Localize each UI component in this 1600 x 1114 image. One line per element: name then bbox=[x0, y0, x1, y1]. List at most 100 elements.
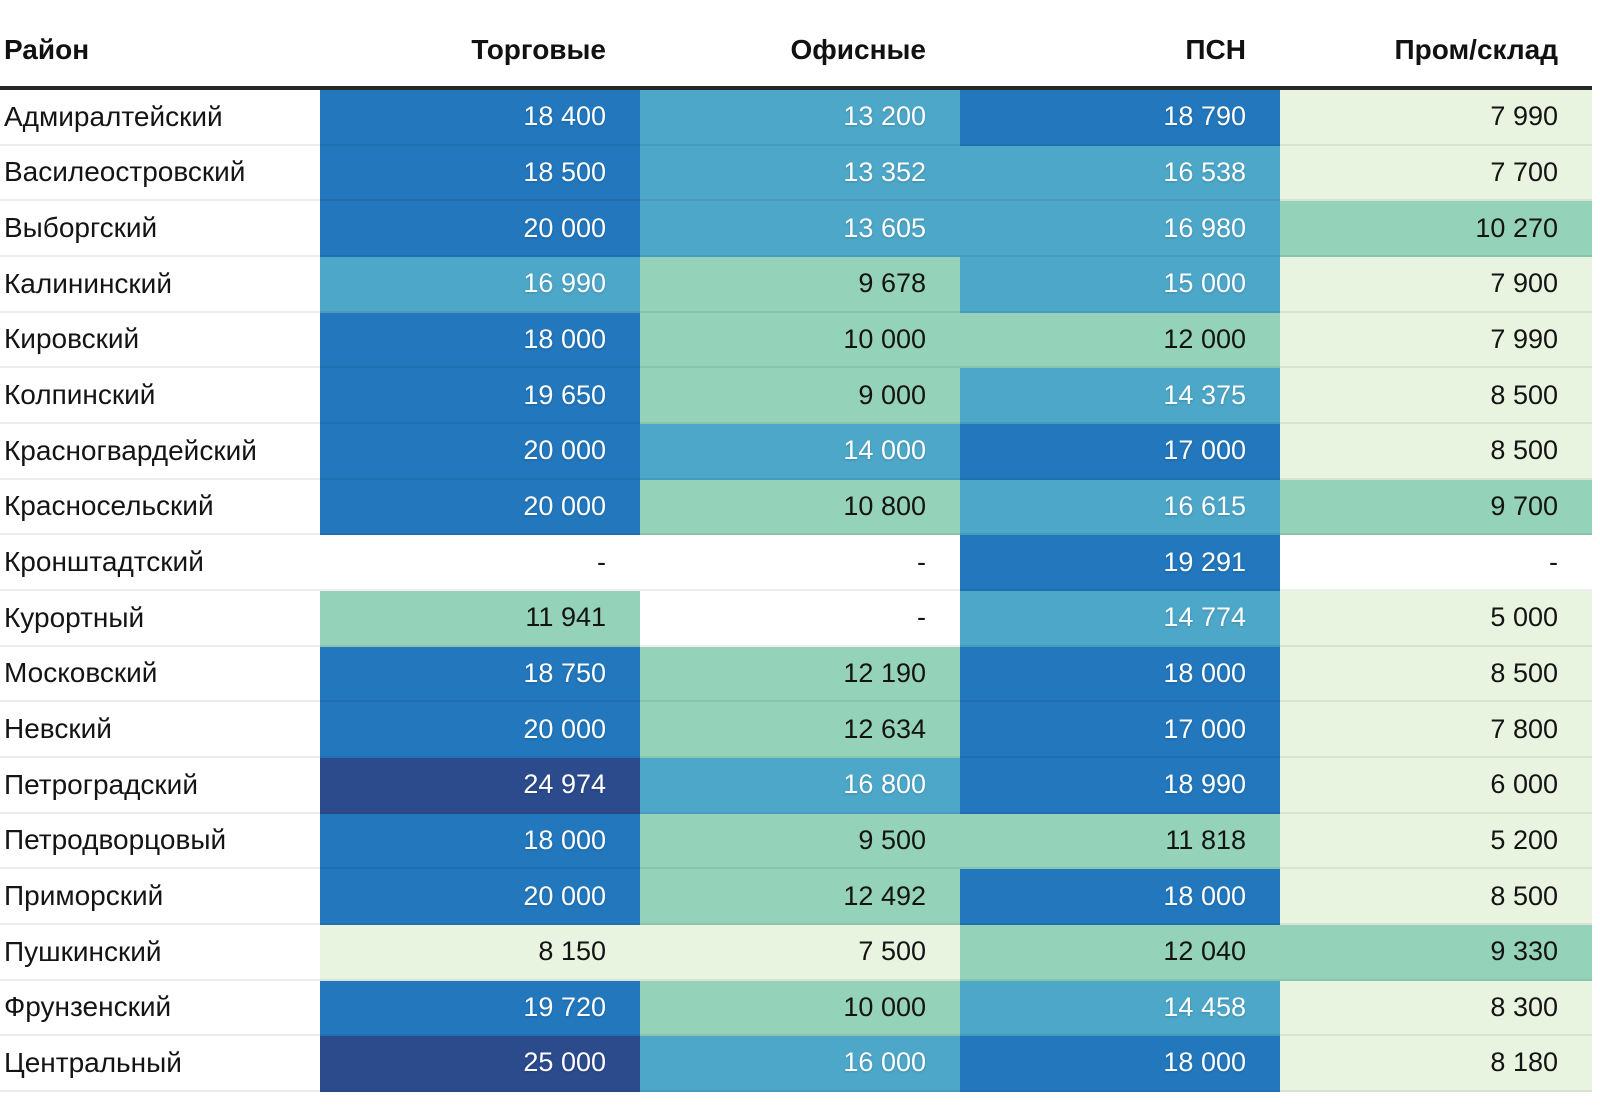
value-cell: 20 000 bbox=[320, 423, 640, 480]
value-cell: 10 800 bbox=[640, 479, 960, 536]
table-row: Пушкинский 8 150 7 500 12 040 9 330 bbox=[0, 924, 1592, 981]
value-cell: 8 500 bbox=[1280, 646, 1592, 703]
table-row: Выборгский 20 000 13 605 16 980 10 270 bbox=[0, 201, 1592, 257]
district-cell: Фрунзенский bbox=[0, 980, 320, 1037]
district-cell: Красносельский bbox=[0, 479, 320, 536]
district-cell: Приморский bbox=[0, 869, 320, 925]
value-cell: 9 700 bbox=[1280, 479, 1592, 536]
value-cell: 8 180 bbox=[1280, 1036, 1592, 1092]
column-header-4: Пром/склад bbox=[1394, 34, 1558, 65]
table-row: Кировский 18 000 10 000 12 000 7 990 bbox=[0, 312, 1592, 369]
value-cell: 7 700 bbox=[1280, 145, 1592, 202]
value-cell: 18 000 bbox=[320, 312, 640, 369]
heatmap-table: Район Торговые Офисные ПСН Пром/склад Адмир… bbox=[0, 0, 1592, 1092]
value-cell: 16 000 bbox=[640, 1036, 960, 1092]
table-row: Петроградский 24 974 16 800 18 990 6 000 bbox=[0, 757, 1592, 814]
value-cell: 16 538 bbox=[960, 145, 1280, 202]
value-cell: 14 375 bbox=[960, 368, 1280, 424]
value-cell: 8 500 bbox=[1280, 423, 1592, 480]
value-cell: 12 190 bbox=[640, 646, 960, 703]
value-cell: 7 800 bbox=[1280, 702, 1592, 758]
value-cell: 11 941 bbox=[320, 590, 640, 647]
value-cell: 18 990 bbox=[960, 757, 1280, 814]
value-cell: 16 615 bbox=[960, 479, 1280, 536]
value-cell: 9 500 bbox=[640, 813, 960, 870]
value-cell: 25 000 bbox=[320, 1036, 640, 1092]
value-cell: 20 000 bbox=[320, 201, 640, 257]
value-cell: 16 980 bbox=[960, 201, 1280, 257]
value-cell: 19 650 bbox=[320, 368, 640, 424]
value-cell: 18 000 bbox=[960, 869, 1280, 925]
value-cell: 8 500 bbox=[1280, 368, 1592, 424]
table-row: Невский 20 000 12 634 17 000 7 800 bbox=[0, 702, 1592, 758]
value-cell: 18 000 bbox=[960, 1036, 1280, 1092]
value-cell: 12 634 bbox=[640, 702, 960, 758]
value-cell: 14 458 bbox=[960, 980, 1280, 1037]
value-cell: 6 000 bbox=[1280, 757, 1592, 814]
value-cell: 14 774 bbox=[960, 590, 1280, 647]
value-cell: 20 000 bbox=[320, 702, 640, 758]
value-cell: 17 000 bbox=[960, 423, 1280, 480]
district-cell: Курортный bbox=[0, 590, 320, 647]
district-cell: Кировский bbox=[0, 312, 320, 369]
value-cell: 9 000 bbox=[640, 368, 960, 424]
value-cell: 11 818 bbox=[960, 813, 1280, 870]
value-cell: 17 000 bbox=[960, 702, 1280, 758]
column-header-1: Торговые bbox=[471, 34, 606, 65]
value-cell: 10 000 bbox=[640, 312, 960, 369]
value-cell: 18 500 bbox=[320, 145, 640, 202]
district-cell: Василеостровский bbox=[0, 145, 320, 202]
table-row: Колпинский 19 650 9 000 14 375 8 500 bbox=[0, 368, 1592, 424]
value-cell: 12 040 bbox=[960, 924, 1280, 981]
table-row: Московский 18 750 12 190 18 000 8 500 bbox=[0, 646, 1592, 703]
value-cell: 18 750 bbox=[320, 646, 640, 703]
table-header-row: Район Торговые Офисные ПСН Пром/склад bbox=[0, 0, 1592, 90]
value-cell: 24 974 bbox=[320, 757, 640, 814]
value-cell: 5 200 bbox=[1280, 813, 1592, 870]
table-row: Кронштадтский - -19 291- bbox=[0, 535, 1592, 591]
district-cell: Пушкинский bbox=[0, 924, 320, 981]
value-cell: 13 352 bbox=[640, 145, 960, 202]
table-row: Василеостровский 18 500 13 352 16 538 7 700 bbox=[0, 145, 1592, 202]
value-cell: 16 800 bbox=[640, 757, 960, 814]
value-cell: 18 000 bbox=[320, 813, 640, 870]
value-cell: 8 500 bbox=[1280, 869, 1592, 925]
table-row: Адмиралтейский 18 400 13 200 18 790 7 990 bbox=[0, 90, 1592, 146]
value-cell: 20 000 bbox=[320, 869, 640, 925]
value-cell: 7 900 bbox=[1280, 256, 1592, 313]
value-cell: - bbox=[1280, 535, 1592, 591]
value-cell: 13 200 bbox=[640, 90, 960, 146]
value-cell: 9 330 bbox=[1280, 924, 1592, 981]
district-cell: Выборгский bbox=[0, 201, 320, 257]
district-cell: Центральный bbox=[0, 1036, 320, 1092]
table-row: Петродворцовый 18 000 9 500 11 818 5 200 bbox=[0, 813, 1592, 870]
value-cell: - bbox=[640, 590, 960, 647]
value-cell: 10 270 bbox=[1280, 201, 1592, 257]
district-cell: Петродворцовый bbox=[0, 813, 320, 870]
value-cell: 5 000 bbox=[1280, 590, 1592, 647]
value-cell: 14 000 bbox=[640, 423, 960, 480]
value-cell: 8 300 bbox=[1280, 980, 1592, 1037]
value-cell: 7 990 bbox=[1280, 312, 1592, 369]
district-cell: Калининский bbox=[0, 256, 320, 313]
row-header-label: Район bbox=[4, 34, 90, 65]
value-cell: - bbox=[320, 535, 640, 591]
table-row: Курортный 11 941-14 774 5 000 bbox=[0, 590, 1592, 647]
value-cell: 10 000 bbox=[640, 980, 960, 1037]
value-cell: 9 678 bbox=[640, 256, 960, 313]
value-cell: 8 150 bbox=[320, 924, 640, 981]
district-cell: Петроградский bbox=[0, 757, 320, 814]
value-cell: 18 400 bbox=[320, 90, 640, 146]
district-cell: Московский bbox=[0, 646, 320, 703]
value-cell: 12 492 bbox=[640, 869, 960, 925]
value-cell: 12 000 bbox=[960, 312, 1280, 369]
value-cell: 15 000 bbox=[960, 256, 1280, 313]
value-cell: 18 000 bbox=[960, 646, 1280, 703]
value-cell: 7 990 bbox=[1280, 90, 1592, 146]
table-row: Красногвардейский 20 000 14 000 17 000 8 500 bbox=[0, 423, 1592, 480]
value-cell: 20 000 bbox=[320, 479, 640, 536]
value-cell: - bbox=[640, 535, 960, 591]
district-cell: Невский bbox=[0, 702, 320, 758]
table-row: Фрунзенский 19 720 10 000 14 458 8 300 bbox=[0, 980, 1592, 1037]
value-cell: 13 605 bbox=[640, 201, 960, 257]
